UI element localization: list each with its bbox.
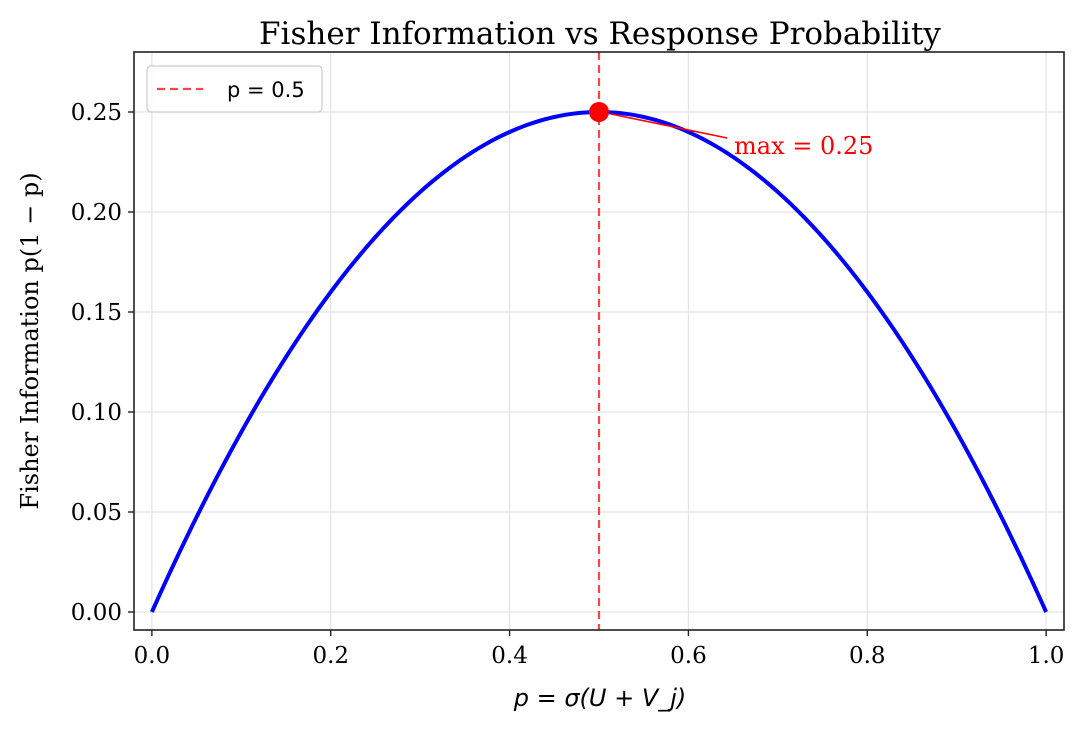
- chart-title: Fisher Information vs Response Probabili…: [259, 16, 941, 52]
- x-tick-label: 0.2: [312, 643, 349, 669]
- y-axis-label: Fisher Information p(1 − p): [16, 172, 44, 509]
- x-axis-label: p = σ(U + V_j): [513, 684, 687, 712]
- y-tick-label: 0.05: [71, 500, 122, 526]
- plot-area: [150, 52, 1048, 630]
- max-point-marker: [589, 102, 609, 122]
- x-tick-label: 0.8: [849, 643, 886, 669]
- x-tick-label: 1.0: [1028, 643, 1065, 669]
- legend: p = 0.5: [146, 65, 323, 113]
- y-tick-label: 0.15: [71, 300, 122, 326]
- annotation-arrow: [610, 113, 728, 139]
- y-tick-label: 0.25: [71, 100, 122, 126]
- legend-label: p = 0.5: [227, 78, 305, 102]
- annotation-text: max = 0.25: [734, 132, 873, 160]
- y-tick-label: 0.10: [71, 400, 122, 426]
- x-tick-label: 0.0: [134, 643, 171, 669]
- ticks: 0.0 0.2 0.4 0.6 0.8 1.0 0.00 0.05 0.10 0.15 0.20 0.…: [71, 100, 1065, 669]
- x-tick-label: 0.4: [491, 643, 528, 669]
- y-tick-label: 0.20: [71, 200, 122, 226]
- x-tick-label: 0.6: [670, 643, 707, 669]
- legend-box: [146, 65, 323, 113]
- y-tick-label: 0.00: [71, 600, 122, 626]
- axes-frame: [133, 51, 1065, 631]
